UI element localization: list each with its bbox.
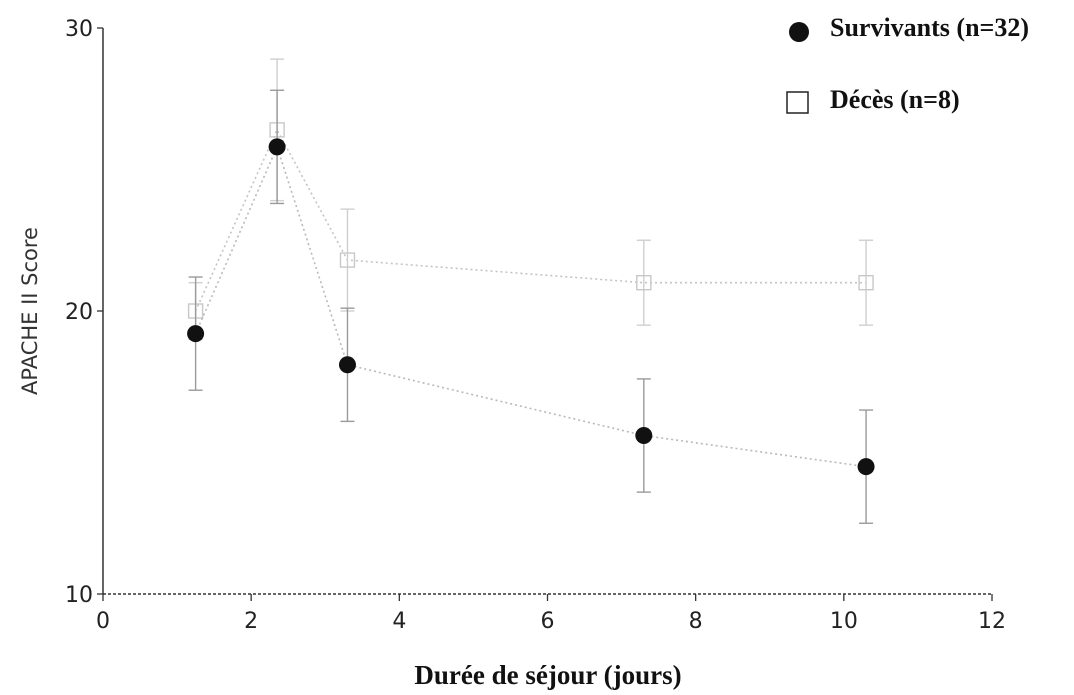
data-point-square xyxy=(339,252,356,268)
data-point-circle xyxy=(635,427,653,445)
series-line xyxy=(194,128,867,312)
series-line xyxy=(194,144,867,468)
x-tick-label: 4 xyxy=(392,609,406,634)
data-point-circle xyxy=(857,458,875,476)
legend-marker-deces xyxy=(786,91,809,114)
data-point-square xyxy=(858,275,874,291)
data-point-square xyxy=(636,275,652,291)
y-tick-label: 30 xyxy=(65,17,93,42)
x-tick-label: 2 xyxy=(244,609,258,634)
data-point-circle xyxy=(338,356,356,374)
x-tick-label: 8 xyxy=(689,609,703,634)
series-deces xyxy=(187,58,874,340)
x-axis-label: Durée de séjour (jours) xyxy=(414,660,681,690)
y-axis-label: APACHE II Score xyxy=(18,227,42,395)
series-layer xyxy=(187,58,875,524)
x-tick-label: 12 xyxy=(978,609,1006,634)
y-tick-label: 20 xyxy=(65,300,93,325)
legend-label-deces: Décès (n=8) xyxy=(830,85,960,114)
legend-marker-survivants xyxy=(789,22,809,42)
data-point-circle xyxy=(187,325,205,343)
x-tick-label: 10 xyxy=(830,609,858,634)
x-tick-label: 0 xyxy=(96,609,110,634)
data-point-circle xyxy=(268,138,286,156)
legend-label-survivants: Survivants (n=32) xyxy=(830,13,1029,42)
y-tick-label: 10 xyxy=(65,583,93,608)
legend: Survivants (n=32) Décès (n=8) xyxy=(786,13,1029,114)
x-tick-label: 6 xyxy=(541,609,555,634)
ticks: 0 2 4 6 8 10 12 10 20 30 xyxy=(65,17,1006,634)
series-survivants xyxy=(187,89,875,524)
